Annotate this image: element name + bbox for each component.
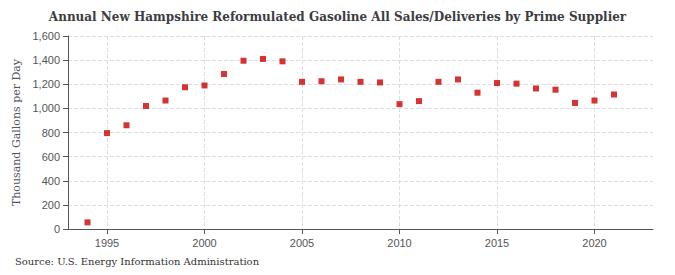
svg-text:1,200: 1,200 [32,78,60,90]
svg-text:Annual New Hampshire Reformula: Annual New Hampshire Reformulated Gasoli… [48,10,627,24]
svg-text:600: 600 [42,151,60,163]
svg-text:800: 800 [42,127,60,139]
svg-text:2005: 2005 [290,237,314,249]
svg-text:1,000: 1,000 [32,102,60,114]
svg-text:1995: 1995 [95,237,119,249]
svg-text:0: 0 [54,223,60,235]
svg-text:1,400: 1,400 [32,54,60,66]
svg-text:Thousand Gallons per Day: Thousand Gallons per Day [10,58,23,206]
svg-text:200: 200 [42,199,60,211]
svg-text:Source: U.S. Energy Informatio: Source: U.S. Energy Information Administ… [15,256,260,267]
svg-text:400: 400 [42,175,60,187]
svg-text:2020: 2020 [582,237,606,249]
svg-text:2000: 2000 [192,237,216,249]
svg-text:2015: 2015 [485,237,509,249]
svg-text:1,600: 1,600 [32,30,60,42]
svg-text:2010: 2010 [387,237,411,249]
